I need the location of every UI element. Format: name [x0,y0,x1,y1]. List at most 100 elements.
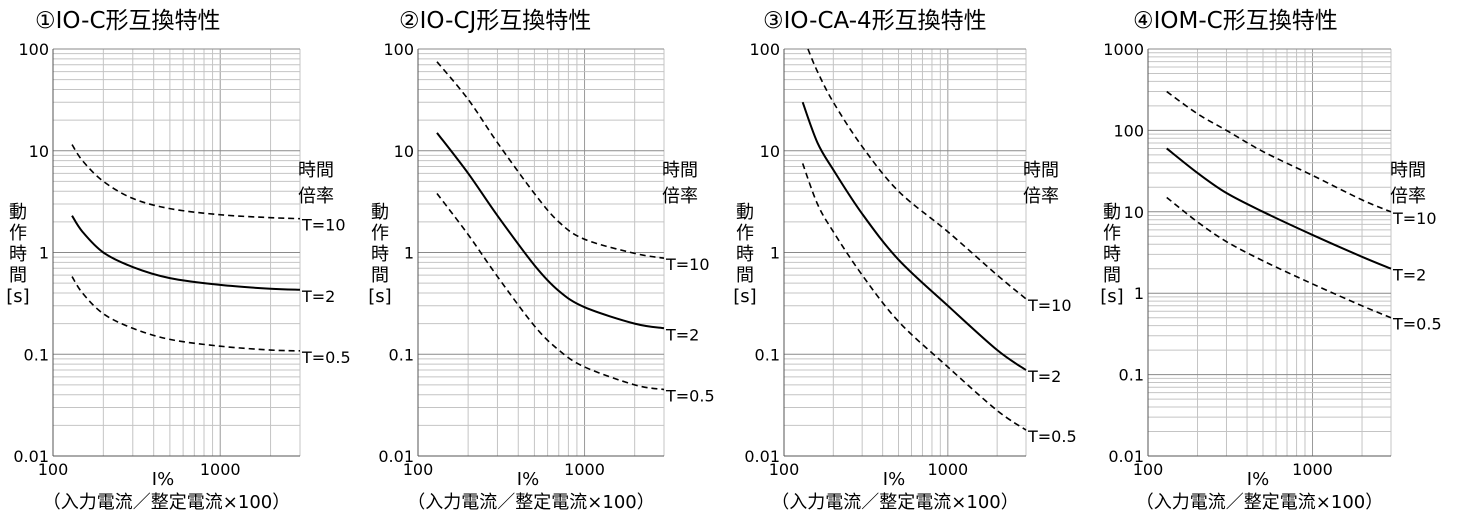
chart-1-ylabel-char: 時 [9,244,27,265]
chart-1-series-label: T=2 [301,287,335,306]
chart-3-series-label: T=10 [1027,296,1072,315]
chart-2-series-label: T=0.5 [665,387,715,406]
chart-4-title: ④IOM-C形互換特性 [1133,8,1338,34]
chart-2-xtick-label: 100 [403,460,434,479]
chart-4-xtick-label: 100 [1133,460,1164,479]
chart-1-ylabel-char: 作 [9,223,27,244]
chart-4-series-T05 [1166,196,1392,319]
chart-2-series-T10 [436,61,665,259]
chart-1-ylabel-char: 動 [9,202,27,223]
chart-1-ytick-label: 100 [18,40,49,59]
chart-2-title: ②IO-CJ形互換特性 [399,8,591,34]
chart-4-ylabel-char: 作 [1103,223,1121,244]
chart-3-title: ③IO-CA-4形互換特性 [763,8,987,34]
chart-2-ytick-label: 0.1 [389,345,414,364]
chart-1-ylabel-char: [s] [6,286,29,307]
chart-2-ytick-label: 0.01 [378,447,414,466]
chart-2-xlabel: I% [517,469,539,490]
chart-2-series-T2 [436,132,665,330]
chart-4-series-label: T=10 [1392,209,1437,228]
chart-2-ylabel-char: 時 [371,244,389,265]
chart-4-ytick-label: 10 [1124,203,1144,222]
chart-2-ytick-label: 1 [404,244,414,263]
chart-3-series-T2 [801,101,1027,371]
chart-3-xtick-label: 1000 [927,460,968,479]
chart-4-ytick-label: 0.1 [1119,366,1144,385]
chart-2-ylabel-char: 間 [371,265,389,286]
chart-4-ytick-label: 1 [1134,284,1144,303]
chart-1-ytick-label: 0.1 [24,345,49,364]
chart-1-ylabel-char: 間 [9,265,27,286]
chart-3-ylabel-char: 動 [736,202,754,223]
chart-1-grid-horizontal [53,53,300,457]
chart-3-ytick-label: 10 [760,142,780,161]
chart-2-xlabel-sub: （入力電流／整定電流×100） [407,492,654,513]
chart-3-legend-title: 倍率 [1023,186,1059,207]
chart-3-series-label: T=2 [1027,367,1061,386]
chart-1-series-T05 [71,276,301,352]
chart-3-ytick-label: 0.1 [755,345,780,364]
chart-4-xlabel-sub: （入力電流／整定電流×100） [1136,492,1383,513]
chart-1-xtick-label: 1000 [200,460,241,479]
chart-1-series-label: T=0.5 [301,348,351,367]
chart-3-ylabel-char: 作 [736,223,754,244]
chart-4-legend-title: 倍率 [1390,186,1426,207]
chart-2-grid-horizontal [418,53,664,457]
chart-3-grid-horizontal [784,53,1026,457]
chart-2-ylabel-char: [s] [368,286,391,307]
chart-3-ytick-label: 100 [749,40,780,59]
chart-2-series-T05 [436,193,665,391]
chart-1-xlabel: I% [152,469,174,490]
chart-4-ytick-label: 100 [1113,121,1144,140]
chart-3-ytick-label: 0.01 [744,447,780,466]
chart-3-series-label: T=0.5 [1027,427,1077,446]
chart-1-ytick-label: 1 [39,244,49,263]
chart-2-ytick-label: 10 [394,142,414,161]
chart-1-legend-title: 時間 [298,160,334,181]
chart-4-xtick-label: 1000 [1292,460,1333,479]
chart-4: ④IOM-C形互換特性 0.01 0.1 1 10 100 1000 100 1000 動作 時間 [… [1100,8,1441,513]
chart-2-legend-title: 時間 [662,160,698,181]
chart-3-xlabel: I% [883,469,905,490]
chart-3-series-T10 [807,48,1027,300]
chart-2-series-label: T=10 [665,255,710,274]
chart-4-ylabel-char: 時 [1103,244,1121,265]
chart-4-ytick-label: 1000 [1103,40,1144,59]
chart-1-ytick-label: 0.01 [13,447,49,466]
chart-2-series-label: T=2 [665,325,699,344]
chart-1-title: ①IO-C形互換特性 [35,8,221,34]
chart-2-ytick-label: 100 [383,40,414,59]
chart-3-ylabel-char: 時 [736,244,754,265]
chart-1-xtick-label: 100 [38,460,69,479]
chart-3-xtick-label: 100 [769,460,800,479]
chart-4-ylabel-char: [s] [1100,286,1123,307]
chart-1-series-label: T=10 [301,216,346,235]
chart-3-series-T05 [801,163,1027,431]
chart-3-legend-title: 時間 [1023,160,1059,181]
chart-3-xlabel-sub: （入力電流／整定電流×100） [771,492,1018,513]
chart-4-series-label: T=0.5 [1392,315,1442,334]
chart-3-ylabel-char: [s] [733,286,756,307]
chart-4-ylabel-char: 動 [1103,202,1121,223]
chart-3-ylabel-char: 間 [736,265,754,286]
chart-2-ylabel-char: 作 [371,223,389,244]
chart-4-ytick-label: 0.01 [1108,447,1144,466]
chart-2-ylabel-char: 動 [371,202,389,223]
chart-1-series-T10 [71,144,301,220]
chart-3-ytick-label: 1 [770,244,780,263]
chart-1-ytick-label: 10 [29,142,49,161]
chart-4-legend-title: 時間 [1390,160,1426,181]
chart-2-legend-title: 倍率 [662,186,698,207]
chart-1-legend-title: 倍率 [298,186,334,207]
chart-2-xtick-label: 1000 [564,460,605,479]
chart-4-xlabel: I% [1247,469,1269,490]
chart-1-series-T2 [71,215,301,291]
chart-1-xlabel-sub: （入力電流／整定電流×100） [43,492,290,513]
chart-4-series-T2 [1166,147,1392,270]
chart-4-series-T10 [1166,90,1392,213]
chart-4-series-label: T=2 [1392,266,1426,285]
